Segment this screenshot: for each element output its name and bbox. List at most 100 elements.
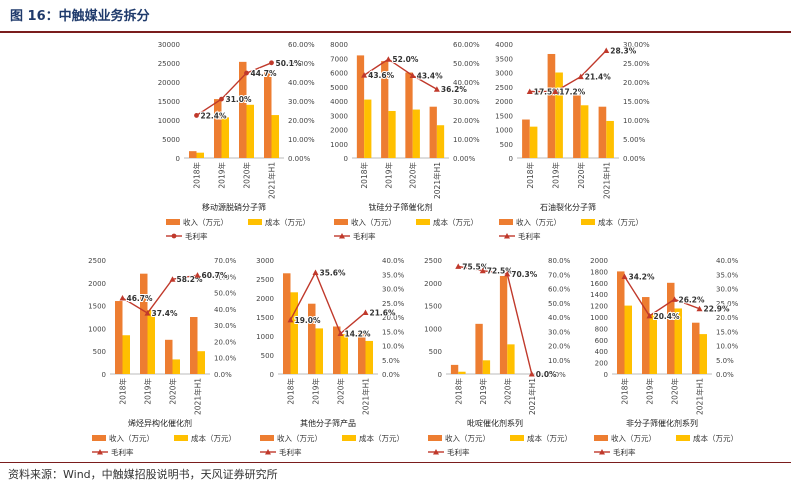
data-label-margin: 58.2% [177, 275, 204, 284]
y2-tick-label: 50.00% [453, 60, 480, 68]
series-line-margin [122, 274, 198, 315]
y-tick-label: 2500 [495, 84, 513, 92]
legend-swatch-cost [676, 435, 690, 441]
chart-title: 非分子筛催化剂系列 [626, 418, 698, 428]
title-divider [0, 31, 791, 33]
y2-tick-label: 20.0% [214, 338, 237, 346]
y-tick-label: 20000 [158, 79, 180, 87]
y-tick-label: 400 [595, 348, 608, 356]
margin-point [646, 312, 653, 319]
bar-cost [388, 110, 396, 158]
chart-svg: 0 500 1000 1500 2000 2500 0.0% 10.0% 20.0% 30.0% 4… [88, 257, 237, 457]
y2-tick-label: 60.0% [214, 273, 237, 281]
y2-tick-label: 20.00% [288, 117, 315, 125]
margin-point [504, 270, 511, 277]
y2-tick-label: 0.00% [623, 155, 646, 163]
chart-svg: 0 500 1000 1500 2000 2500 3000 0.0% 5.0% 10.0% 15.… [256, 257, 405, 457]
y2-tick-label: 70.0% [548, 271, 571, 279]
y-tick-label: 1000 [330, 141, 348, 149]
legend-label-margin: 毛利率 [279, 447, 302, 457]
bar-cost [674, 308, 682, 374]
y-tick-label: 5000 [330, 84, 348, 92]
margin-point [312, 269, 319, 276]
y-tick-label: 500 [93, 348, 106, 356]
data-label-margin: 22.4% [201, 111, 228, 120]
bar-cost [699, 334, 707, 374]
x-tick-group: 2020年 [408, 162, 418, 189]
margin-point [552, 88, 559, 94]
data-label-margin: 70.3% [511, 270, 538, 279]
legend-label-revenue: 收入（万元） [516, 217, 561, 227]
y-tick-label: 0 [102, 371, 106, 379]
data-label-margin: 43.6% [368, 71, 395, 80]
y-tick-label: 4000 [495, 41, 513, 49]
bar-cost [290, 292, 298, 374]
margin-point [269, 60, 274, 66]
data-label-margin: 17.2% [559, 88, 586, 97]
x-tick-group: 2021年H1 [267, 162, 277, 199]
x-tick-label: 2020年 [670, 378, 680, 405]
y-tick-label: 1000 [590, 314, 608, 322]
x-tick-group: 2021年H1 [361, 378, 371, 415]
x-tick-label: 2018年 [620, 378, 630, 405]
chart-svg: 0 1000 2000 3000 4000 5000 6000 7000 8000 0.00% 10… [330, 41, 480, 241]
bar-cost [365, 340, 373, 374]
margin-point [119, 294, 126, 301]
data-label-margin: 26.2% [679, 295, 706, 304]
x-tick-group: 2020年 [670, 378, 680, 405]
y2-tick-label: 15.0% [382, 328, 405, 336]
chart-panel-other-zeolite: 0 500 1000 1500 2000 2500 3000 0.0% 5.0% 10.0% 15.… [244, 252, 412, 464]
chart-title: 吡啶催化剂系列 [467, 418, 523, 428]
bar-cost [364, 99, 372, 158]
bar-revenue [547, 53, 556, 158]
data-label-margin: 19.0% [295, 316, 322, 325]
y-tick-label: 1800 [590, 268, 608, 276]
legend-swatch-revenue [92, 435, 106, 441]
y-tick-label: 600 [595, 337, 608, 345]
x-tick-label: 2019年 [383, 162, 393, 189]
y2-tick-label: 10.0% [214, 355, 237, 363]
bar-revenue [140, 273, 148, 374]
x-tick-label: 2020年 [336, 378, 346, 405]
margin-point [455, 263, 462, 269]
bar-cost [412, 109, 420, 158]
legend-label-margin: 毛利率 [518, 231, 541, 241]
bar-cost [482, 360, 491, 374]
legend-label-revenue: 收入（万元） [611, 433, 656, 443]
legend-label-cost: 成本（万元） [433, 217, 478, 227]
x-tick-label: 2021年H1 [361, 378, 371, 415]
x-tick-label: 2020年 [408, 162, 418, 189]
data-label-margin: 14.2% [345, 330, 372, 339]
margin-point [361, 72, 368, 78]
legend-marker-margin [433, 449, 439, 455]
y2-tick-label: 5.00% [623, 136, 646, 144]
y2-tick-label: 20.0% [716, 314, 739, 322]
data-label-margin: 60.7% [202, 271, 229, 280]
chart-panel-pyridine-catalyst: 0 500 1000 1500 2000 2500 0.0% 10.0% 20.0% 30.0% 4… [412, 252, 578, 464]
x-tick-label: 2019年 [311, 378, 321, 405]
legend-label-revenue: 收入（万元） [109, 433, 154, 443]
bar-revenue [522, 119, 530, 158]
y2-tick-label: 20.00% [623, 79, 650, 87]
x-tick-group: 2018年 [286, 378, 296, 405]
legend-label-revenue: 收入（万元） [351, 217, 396, 227]
y2-tick-label: 20.00% [453, 117, 480, 125]
y-tick-label: 3500 [495, 55, 513, 63]
y2-tick-label: 60.00% [288, 41, 315, 49]
data-label-margin: 37.4% [152, 309, 179, 318]
x-tick-label: 2019年 [217, 162, 227, 189]
bar-revenue [333, 326, 341, 374]
y-tick-label: 2000 [256, 295, 274, 303]
legend-swatch-revenue [499, 219, 513, 225]
data-label-margin: 21.6% [370, 308, 397, 317]
x-tick-group: 2018年 [453, 378, 463, 405]
legend-marker-margin [265, 449, 271, 455]
data-label-margin: 22.9% [704, 305, 731, 314]
y-tick-label: 10000 [158, 117, 180, 125]
y-tick-label: 500 [429, 348, 442, 356]
bar-cost [624, 305, 632, 374]
x-tick-group: 2021年H1 [193, 378, 203, 415]
y-tick-label: 1200 [590, 303, 608, 311]
chart-svg: 0 500 1000 1500 2000 2500 3000 3500 4000 0.00% 5.0… [495, 41, 650, 241]
bar-cost [271, 115, 279, 158]
